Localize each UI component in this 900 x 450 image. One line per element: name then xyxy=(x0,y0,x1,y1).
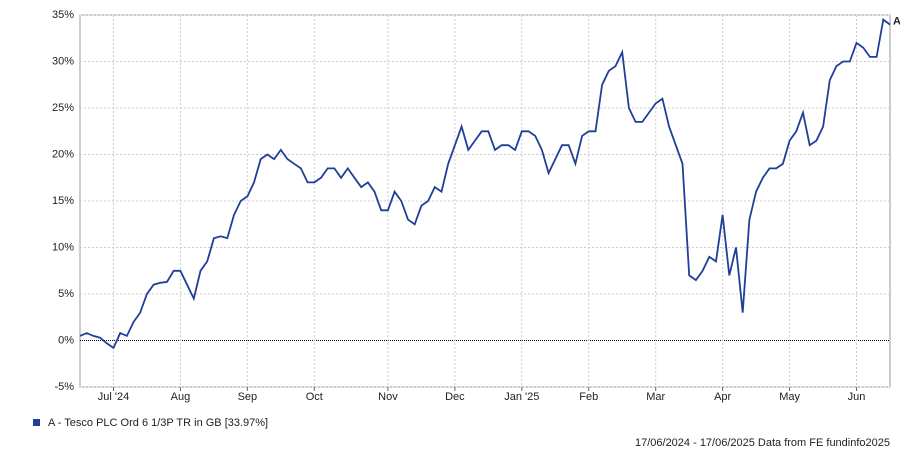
y-tick-label: 5% xyxy=(58,288,74,300)
x-tick-label: Feb xyxy=(579,391,598,403)
y-tick-label: 15% xyxy=(52,195,74,207)
x-tick-label: Aug xyxy=(171,391,191,403)
x-tick-label: Jan '25 xyxy=(504,391,539,403)
y-tick-label: 10% xyxy=(52,241,74,253)
x-tick-label: Jul '24 xyxy=(98,391,129,403)
y-tick-label: 30% xyxy=(52,55,74,67)
x-tick-label: Sep xyxy=(238,391,258,403)
legend-label: A - Tesco PLC Ord 6 1/3P TR in GB [33.97… xyxy=(48,417,268,429)
x-tick-label: Apr xyxy=(714,391,731,403)
y-tick-label: 0% xyxy=(58,334,74,346)
x-tick-label: Nov xyxy=(378,391,398,403)
y-tick-label: 35% xyxy=(52,9,74,21)
end-label: A xyxy=(893,15,900,27)
x-tick-label: Oct xyxy=(306,391,323,403)
y-tick-label: -5% xyxy=(54,381,74,393)
line-series xyxy=(79,18,891,350)
footer: 17/06/2024 - 17/06/2025 Data from FE fun… xyxy=(635,437,890,449)
y-tick-label: 20% xyxy=(52,148,74,160)
x-tick-label: May xyxy=(779,391,800,403)
x-tick-label: Dec xyxy=(445,391,465,403)
y-tick-label: 25% xyxy=(52,102,74,114)
x-tick-label: Jun xyxy=(848,391,866,403)
legend-swatch xyxy=(33,419,40,426)
x-tick-label: Mar xyxy=(646,391,665,403)
